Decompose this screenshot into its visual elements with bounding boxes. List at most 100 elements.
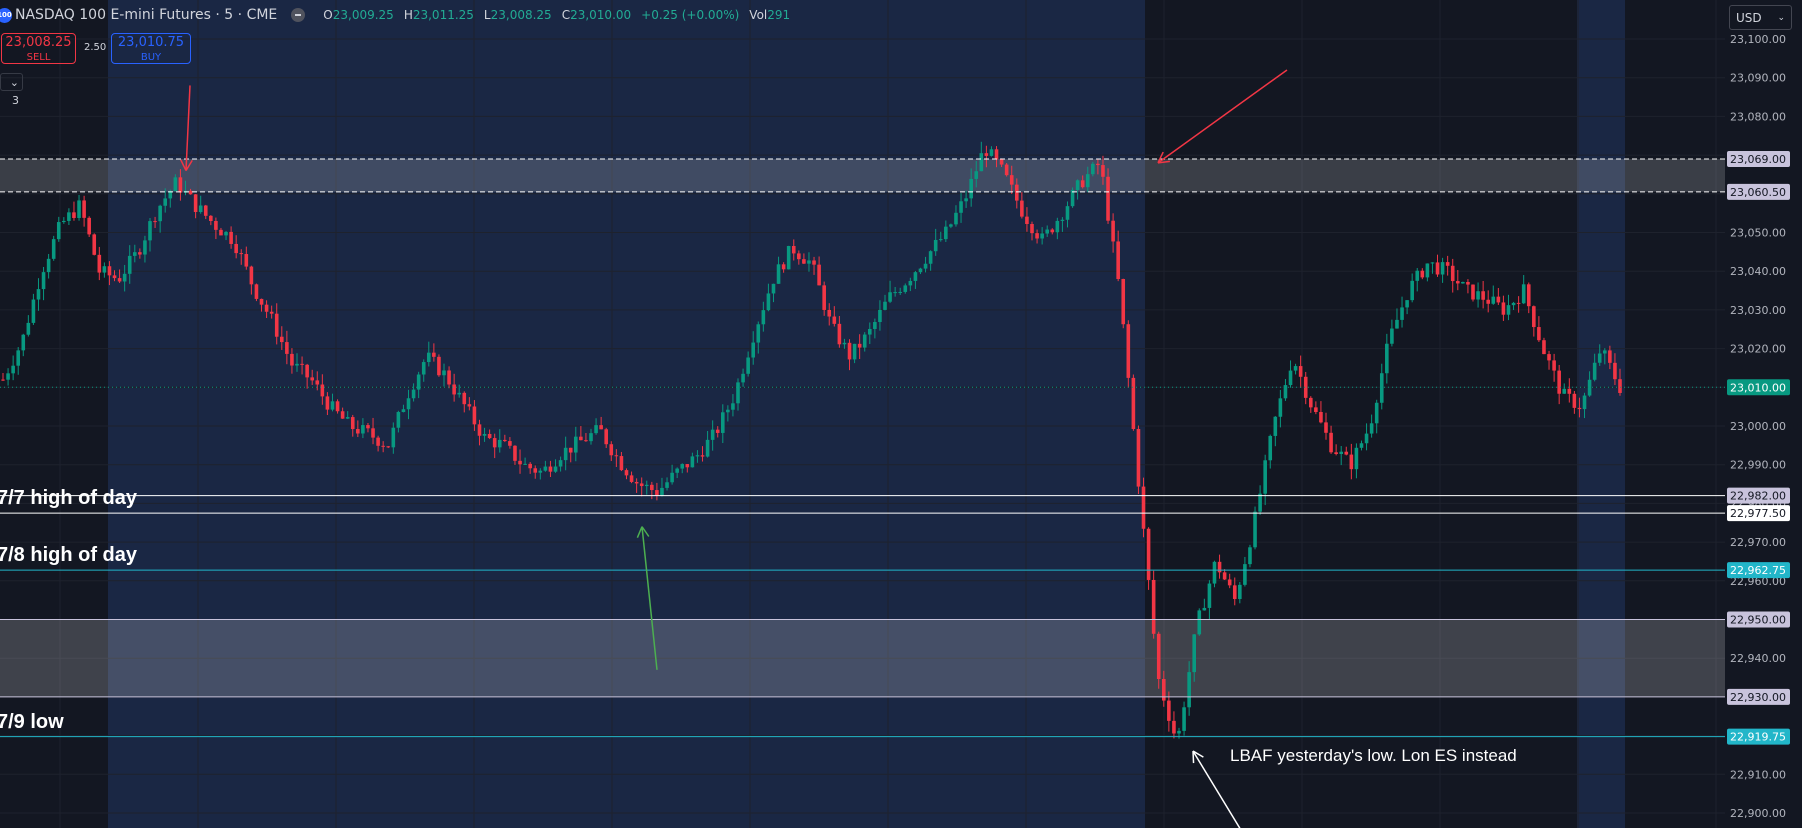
candle-body bbox=[330, 401, 335, 410]
price-axis-label: 23,030.00 bbox=[1730, 304, 1786, 317]
candle-body bbox=[1014, 184, 1019, 201]
note-7-7-high: 7/7 high of day bbox=[0, 487, 138, 509]
candle-body bbox=[1091, 163, 1095, 175]
symbol-title[interactable]: NASDAQ 100 E-mini Futures · 5 · CME bbox=[15, 7, 278, 23]
candle-body bbox=[437, 356, 441, 376]
candle-body bbox=[132, 252, 137, 256]
candle-body bbox=[1592, 362, 1597, 380]
candle-body bbox=[350, 417, 355, 430]
ohlc-high: H23,011.25 bbox=[403, 8, 474, 22]
candle-body bbox=[1390, 328, 1394, 344]
candle-body bbox=[1471, 284, 1475, 300]
candle-body bbox=[259, 298, 264, 305]
candle-body bbox=[1111, 220, 1115, 242]
candle-body bbox=[269, 311, 274, 314]
candle-body bbox=[1532, 306, 1536, 328]
candle-body bbox=[1258, 493, 1262, 512]
candle-body bbox=[827, 309, 832, 317]
candle-body bbox=[56, 222, 61, 240]
candle-body bbox=[107, 266, 112, 276]
candle-body bbox=[609, 444, 614, 456]
collapse-legend-button[interactable] bbox=[291, 8, 306, 22]
candle-body bbox=[1263, 460, 1267, 494]
candle-body bbox=[87, 217, 91, 235]
candle-body bbox=[878, 309, 882, 323]
candle-body bbox=[720, 412, 725, 433]
chevron-down-icon: ⌄ bbox=[1777, 13, 1785, 23]
buy-button[interactable]: 23,010.75 BUY bbox=[111, 33, 191, 64]
candle-body bbox=[31, 299, 36, 323]
candle-body bbox=[92, 234, 97, 255]
candle-body bbox=[411, 389, 416, 399]
annotation-arrow bbox=[1157, 69, 1288, 164]
candle-body bbox=[239, 253, 244, 255]
currency-select[interactable]: USD ⌄ bbox=[1729, 5, 1792, 30]
arrow-head bbox=[636, 526, 643, 538]
candle-body bbox=[1207, 583, 1212, 608]
candle-body bbox=[1572, 393, 1577, 408]
note-lbaf: LBAF yesterday's low. Lon ES instead bbox=[1230, 746, 1517, 765]
candle-body bbox=[594, 425, 598, 434]
price-axis-label: 22,900.00 bbox=[1730, 807, 1786, 820]
candle-body bbox=[1587, 379, 1592, 396]
candle-body bbox=[41, 272, 46, 290]
candle-body bbox=[345, 417, 350, 419]
arrow-head bbox=[180, 159, 187, 171]
sell-button[interactable]: 23,008.25 SELL bbox=[1, 33, 76, 64]
candle-body bbox=[563, 447, 568, 461]
candle-body bbox=[867, 328, 872, 335]
candle-body bbox=[1521, 284, 1526, 304]
candle-body bbox=[989, 149, 994, 156]
candle-body bbox=[244, 254, 249, 267]
annotation-arrow bbox=[641, 526, 658, 670]
candle-body bbox=[1222, 572, 1227, 580]
candle-body bbox=[1501, 302, 1506, 315]
candle-body bbox=[629, 475, 634, 482]
candle-body bbox=[305, 364, 309, 378]
arrow-head bbox=[641, 526, 650, 537]
candle-body bbox=[1379, 373, 1384, 403]
candle-body bbox=[665, 482, 669, 488]
indicators-toggle-button[interactable]: ⌄ 3 bbox=[0, 73, 23, 107]
candle-body bbox=[969, 178, 973, 199]
sell-price: 23,008.25 bbox=[5, 35, 72, 50]
candle-body bbox=[477, 424, 482, 436]
candle-body bbox=[1385, 343, 1389, 374]
candle-body bbox=[756, 324, 761, 343]
candle-body bbox=[1577, 407, 1582, 410]
price-axis-label: 23,000.00 bbox=[1730, 420, 1786, 433]
candle-body bbox=[1608, 350, 1612, 363]
last-price-badge bbox=[1727, 379, 1790, 396]
candle-body bbox=[1354, 447, 1359, 470]
candle-body bbox=[1232, 585, 1237, 599]
candle-body bbox=[1197, 610, 1202, 635]
minus-icon bbox=[295, 14, 302, 16]
candle-body bbox=[893, 292, 897, 294]
candle-body bbox=[1106, 176, 1110, 221]
candle-body bbox=[508, 441, 512, 446]
candle-body bbox=[639, 483, 644, 487]
candle-body bbox=[1136, 428, 1141, 487]
candle-body bbox=[1415, 270, 1420, 281]
buy-label: BUY bbox=[140, 52, 162, 63]
candle-body bbox=[1187, 672, 1191, 708]
arrow-head bbox=[1192, 750, 1204, 758]
currency-value: USD bbox=[1736, 11, 1762, 25]
candle-body bbox=[994, 149, 999, 160]
candle-body bbox=[548, 466, 553, 472]
symbol-logo-icon: 100 bbox=[0, 7, 12, 23]
session-band bbox=[108, 0, 1145, 828]
candle-body bbox=[675, 468, 679, 473]
candle-body bbox=[102, 266, 107, 273]
candle-body bbox=[944, 226, 948, 240]
candle-body bbox=[599, 425, 603, 430]
candle-body bbox=[1212, 561, 1217, 584]
candle-body bbox=[77, 200, 81, 218]
candle-body bbox=[1243, 564, 1247, 585]
candle-body bbox=[1557, 370, 1561, 394]
candle-body bbox=[1618, 379, 1622, 393]
candle-body bbox=[421, 362, 426, 375]
price-change: +0.25 (+0.00%) bbox=[641, 8, 740, 22]
candle-body bbox=[797, 253, 801, 260]
